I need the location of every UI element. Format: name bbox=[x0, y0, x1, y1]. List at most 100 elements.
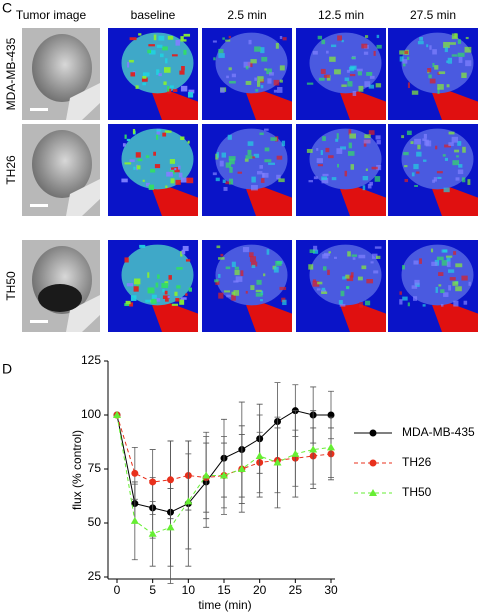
signal-speck bbox=[141, 77, 148, 82]
data-point bbox=[202, 471, 211, 479]
signal-speck bbox=[330, 44, 337, 48]
signal-speck bbox=[402, 296, 408, 301]
tumor-signal bbox=[401, 32, 474, 94]
signal-speck bbox=[432, 49, 437, 55]
signal-speck bbox=[440, 289, 445, 294]
tumor-photo bbox=[22, 124, 100, 216]
signal-speck bbox=[312, 50, 318, 55]
signal-speck bbox=[348, 129, 352, 135]
signal-speck bbox=[468, 281, 471, 286]
column-header: baseline bbox=[131, 8, 176, 22]
signal-speck bbox=[375, 135, 381, 140]
signal-speck bbox=[234, 269, 240, 276]
heatmap bbox=[388, 240, 478, 332]
tumor-signal bbox=[309, 32, 382, 94]
signal-speck bbox=[227, 134, 232, 140]
signal-speck bbox=[446, 257, 451, 262]
signal-speck bbox=[163, 81, 167, 85]
signal-speck bbox=[357, 276, 363, 281]
signal-speck bbox=[226, 75, 229, 79]
signal-speck bbox=[317, 164, 324, 167]
signal-speck bbox=[276, 155, 283, 160]
signal-speck bbox=[437, 176, 442, 179]
signal-speck bbox=[316, 158, 323, 164]
signal-speck bbox=[362, 185, 366, 191]
signal-speck bbox=[312, 249, 319, 254]
signal-speck bbox=[215, 177, 220, 182]
signal-speck bbox=[158, 73, 162, 77]
signal-speck bbox=[125, 300, 131, 305]
signal-speck bbox=[212, 172, 217, 176]
signal-speck bbox=[124, 162, 132, 165]
signal-speck bbox=[321, 287, 326, 291]
signal-speck bbox=[449, 42, 456, 45]
signal-speck bbox=[465, 60, 472, 67]
tumor bbox=[32, 130, 92, 198]
signal-speck bbox=[363, 51, 369, 55]
signal-speck bbox=[226, 294, 231, 298]
heatmap bbox=[296, 240, 386, 332]
signal-speck bbox=[124, 303, 130, 307]
legend-label: MDA-MB-435 bbox=[402, 425, 475, 439]
signal-speck bbox=[452, 281, 459, 286]
signal-speck bbox=[362, 175, 369, 181]
signal-speck bbox=[402, 265, 405, 270]
signal-speck bbox=[407, 82, 411, 89]
signal-speck bbox=[452, 160, 460, 166]
signal-speck bbox=[256, 279, 262, 285]
y-tick-label: 50 bbox=[88, 515, 102, 529]
signal-speck bbox=[334, 69, 341, 75]
signal-speck bbox=[357, 71, 362, 76]
data-point bbox=[291, 449, 300, 457]
signal-speck bbox=[228, 67, 232, 71]
signal-speck bbox=[443, 187, 450, 193]
signal-speck bbox=[237, 171, 243, 174]
signal-speck bbox=[422, 159, 427, 162]
signal-speck bbox=[361, 265, 367, 270]
signal-speck bbox=[220, 253, 224, 257]
signal-speck bbox=[328, 251, 331, 254]
signal-speck bbox=[250, 285, 255, 290]
signal-speck bbox=[180, 36, 184, 41]
signal-speck bbox=[364, 134, 371, 139]
signal-speck bbox=[322, 266, 327, 271]
signal-speck bbox=[177, 165, 181, 170]
signal-speck bbox=[231, 291, 235, 295]
limb bbox=[66, 83, 100, 120]
signal-speck bbox=[151, 298, 157, 304]
signal-speck bbox=[169, 169, 176, 174]
signal-speck bbox=[346, 69, 350, 73]
signal-speck bbox=[214, 279, 219, 283]
signal-speck bbox=[156, 128, 161, 135]
signal-speck bbox=[150, 168, 156, 173]
signal-speck bbox=[316, 288, 321, 291]
signal-speck bbox=[225, 266, 231, 270]
signal-speck bbox=[428, 74, 432, 79]
signal-speck bbox=[464, 46, 472, 53]
signal-speck bbox=[351, 56, 356, 60]
signal-speck bbox=[313, 176, 318, 180]
column-header: Tumor image bbox=[16, 8, 87, 22]
signal-speck bbox=[448, 285, 452, 291]
signal-speck bbox=[234, 266, 240, 270]
signal-speck bbox=[349, 73, 356, 77]
signal-speck bbox=[251, 261, 258, 267]
signal-speck bbox=[448, 269, 455, 273]
signal-speck bbox=[454, 149, 460, 153]
signal-speck bbox=[154, 164, 161, 169]
signal-speck bbox=[167, 35, 174, 40]
signal-speck bbox=[169, 159, 176, 164]
data-point bbox=[148, 529, 157, 537]
signal-speck bbox=[223, 186, 228, 191]
data-point bbox=[273, 458, 282, 466]
signal-speck bbox=[270, 137, 277, 141]
signal-speck bbox=[243, 61, 251, 68]
signal-speck bbox=[269, 72, 274, 76]
signal-speck bbox=[264, 68, 267, 71]
y-tick-label: 125 bbox=[81, 353, 101, 367]
signal-speck bbox=[371, 166, 378, 170]
signal-speck bbox=[275, 42, 279, 49]
signal-speck bbox=[218, 53, 225, 58]
heatmap bbox=[202, 124, 292, 216]
signal-speck bbox=[402, 63, 406, 67]
